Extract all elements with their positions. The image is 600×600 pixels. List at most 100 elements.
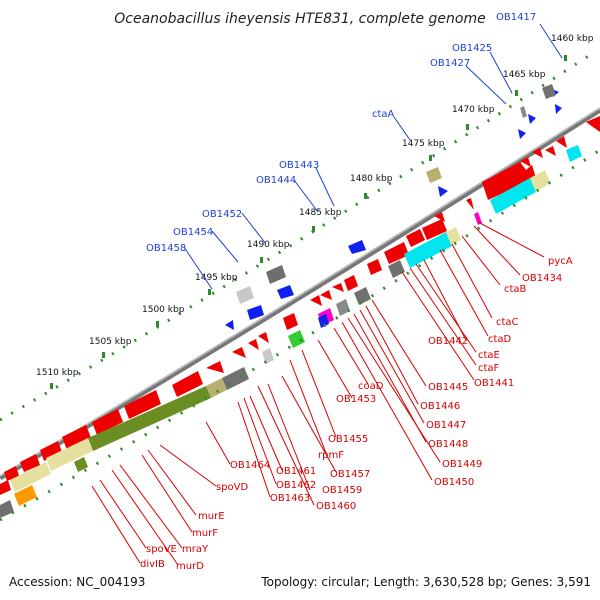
- label-ob1462[interactable]: OB1462: [276, 480, 316, 491]
- label-ob1450[interactable]: OB1450: [434, 477, 474, 488]
- label-ctaC[interactable]: ctaC: [496, 317, 519, 328]
- gene-ob1443[interactable]: [438, 186, 448, 197]
- label-murE[interactable]: murE: [198, 511, 225, 522]
- label-rpmF[interactable]: rpmF: [318, 450, 344, 461]
- label-ob1459[interactable]: OB1459: [322, 485, 362, 496]
- label-mraY[interactable]: mraY: [182, 544, 209, 555]
- gene-ob1425[interactable]: [555, 104, 562, 114]
- gene-ob1434[interactable]: [466, 198, 474, 210]
- gene-coaD[interactable]: [332, 283, 344, 292]
- gene-ob1450[interactable]: [344, 275, 358, 291]
- lower-cog-boxes: [0, 145, 582, 518]
- gene-murE[interactable]: [62, 425, 91, 450]
- label-spoVE[interactable]: spoVE: [146, 544, 177, 555]
- gene-murF[interactable]: [40, 441, 62, 461]
- label-ob1452[interactable]: OB1452: [202, 209, 242, 220]
- gene-ob1446[interactable]: [532, 148, 543, 158]
- gene-ob1464[interactable]: [124, 390, 161, 419]
- gene-ob1449[interactable]: [367, 259, 382, 275]
- gene-ob1441[interactable]: [434, 212, 445, 222]
- cog-box-gray-6: [0, 500, 14, 518]
- gene-murD[interactable]: [4, 466, 19, 481]
- label-ob1458[interactable]: OB1458: [146, 243, 186, 254]
- gene-ob1445[interactable]: [556, 136, 567, 148]
- gene-ctaC[interactable]: [422, 219, 447, 240]
- cog-box-5: [236, 286, 254, 304]
- label-ob1445[interactable]: OB1445: [428, 382, 468, 393]
- label-ctaF[interactable]: ctaF: [478, 363, 500, 374]
- cog-box-green: [288, 330, 305, 348]
- gene-spoVD[interactable]: [92, 409, 123, 435]
- kbp-label-1485: 1485 kbp: [299, 208, 342, 218]
- upper-gene-labels: OB1417 OB1425 OB1427 ctaA OB1443 OB1444 …: [146, 12, 536, 254]
- label-ctaB[interactable]: ctaB: [504, 284, 527, 295]
- label-pycA[interactable]: pycA: [548, 256, 573, 267]
- upper-leader-lines: [183, 23, 563, 290]
- gene-ctaD[interactable]: [384, 242, 409, 264]
- gene-ob1461[interactable]: [232, 347, 246, 358]
- label-ob1449[interactable]: OB1449: [442, 459, 482, 470]
- gene-ob1427[interactable]: [528, 114, 536, 124]
- label-ctaD[interactable]: ctaD: [488, 334, 512, 345]
- gene-ob1442[interactable]: [545, 146, 556, 156]
- label-coaD[interactable]: coaD: [358, 381, 384, 392]
- gene-ob1454[interactable]: [277, 285, 294, 299]
- cog-box-cyan-3: [404, 232, 452, 268]
- gene-rpmF[interactable]: [283, 313, 298, 330]
- label-ob1442[interactable]: OB1442: [428, 336, 468, 347]
- cog-box-khaki-2: [446, 227, 461, 245]
- kbp-label-1505: 1505 kbp: [89, 337, 132, 347]
- cog-box-gray-4: [262, 348, 274, 364]
- label-ob1463[interactable]: OB1463: [270, 493, 310, 504]
- label-ob1443[interactable]: OB1443: [279, 160, 319, 171]
- kbp-label-1480: 1480 kbp: [350, 174, 393, 184]
- gene-ob1453[interactable]: [320, 290, 332, 300]
- gene-ob1458[interactable]: [247, 305, 264, 320]
- gene-ob1447[interactable]: [520, 157, 531, 167]
- gene-ob1448[interactable]: [586, 116, 600, 132]
- gene-ob1462[interactable]: [206, 361, 224, 373]
- label-ob1427[interactable]: OB1427: [430, 58, 470, 69]
- label-ob1460[interactable]: OB1460: [316, 501, 356, 512]
- label-ctaA[interactable]: ctaA: [372, 109, 395, 120]
- label-ob1461[interactable]: OB1461: [276, 466, 316, 477]
- kbp-label-1500: 1500 kbp: [142, 305, 185, 315]
- gene-ob1455[interactable]: [310, 295, 322, 306]
- label-murD[interactable]: murD: [176, 561, 204, 572]
- label-ob1444[interactable]: OB1444: [256, 175, 296, 186]
- gene-ob1460[interactable]: [248, 339, 259, 350]
- gene-ctaA[interactable]: [518, 129, 526, 139]
- label-murF[interactable]: murF: [192, 528, 218, 539]
- label-ob1453[interactable]: OB1453: [336, 394, 376, 405]
- gene-ctaB[interactable]: [406, 229, 425, 247]
- map-title: Oceanobacillus iheyensis HTE831, complet…: [114, 11, 485, 27]
- label-ob1417[interactable]: OB1417: [496, 12, 536, 23]
- gene-mraY[interactable]: [20, 454, 40, 472]
- label-ctaE[interactable]: ctaE: [478, 350, 500, 361]
- label-ob1464[interactable]: OB1464: [230, 460, 270, 471]
- accession-text: Accession: NC_004193: [9, 575, 145, 589]
- gene-ob1457[interactable]: [258, 332, 269, 343]
- gene-ob1459[interactable]: [225, 320, 234, 330]
- label-ob1425[interactable]: OB1425: [452, 43, 492, 54]
- cog-box-3: [426, 167, 442, 183]
- label-spoVD[interactable]: spoVD: [216, 482, 249, 493]
- label-ob1454[interactable]: OB1454: [173, 227, 213, 238]
- label-ob1455[interactable]: OB1455: [328, 434, 368, 445]
- kbp-label-1465: 1465 kbp: [503, 70, 546, 80]
- upper-cog-boxes: [236, 84, 556, 304]
- forward-strand-genes: [0, 116, 600, 495]
- label-ob1448[interactable]: OB1448: [428, 439, 468, 450]
- label-divIB[interactable]: divIB: [140, 559, 165, 570]
- gene-spoVE[interactable]: [0, 480, 11, 495]
- gene-ob1452[interactable]: [348, 240, 366, 254]
- gene-ob1463[interactable]: [172, 371, 203, 397]
- gene-pycA[interactable]: [482, 162, 536, 200]
- label-ob1434[interactable]: OB1434: [522, 273, 562, 284]
- ruler-major-ticks: [50, 55, 567, 389]
- label-ob1447[interactable]: OB1447: [426, 420, 466, 431]
- label-ob1441[interactable]: OB1441: [474, 378, 514, 389]
- label-ob1457[interactable]: OB1457: [330, 469, 370, 480]
- cog-box-khaki-5: [10, 462, 51, 492]
- label-ob1446[interactable]: OB1446: [420, 401, 460, 412]
